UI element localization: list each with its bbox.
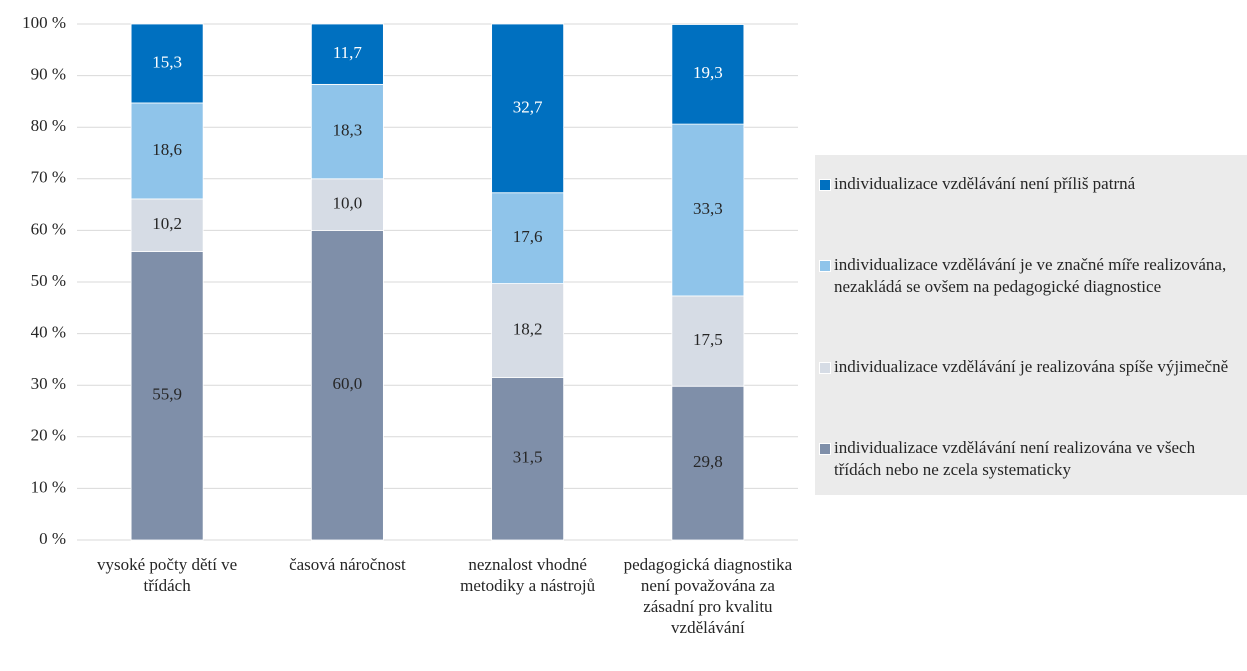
y-tick-label: 80 % (31, 116, 66, 135)
y-tick-label: 100 % (22, 13, 66, 32)
legend-label: individualizace vzdělávání je realizován… (834, 357, 1229, 377)
value-label: 10,2 (152, 214, 182, 233)
bar-segment (130, 102, 204, 200)
value-label: 29,8 (693, 452, 723, 471)
legend-swatch (819, 259, 831, 272)
x-tick-label: neznalost vhodné metodiky a nástrojů (460, 555, 596, 595)
bar-segment (491, 377, 565, 541)
bar-segment (310, 229, 384, 541)
bar-segment (671, 295, 745, 387)
value-label: 10,0 (333, 194, 363, 213)
bar-segment (491, 283, 565, 378)
value-label: 55,9 (152, 385, 182, 404)
value-label: 19,3 (693, 63, 723, 82)
y-tick-label: 60 % (31, 219, 66, 238)
value-label: 60,0 (333, 374, 363, 393)
bar-segment (130, 251, 204, 541)
bar-segment (671, 24, 745, 125)
value-label: 17,5 (693, 330, 723, 349)
legend-label: individualizace vzdělávání je ve značné … (834, 254, 1227, 296)
legend-swatch (819, 442, 831, 455)
legend-label: individualizace vzdělávání není realizov… (834, 437, 1196, 479)
x-tick-label: pedagogická diagnostika není považována … (623, 555, 793, 637)
legend-item: individualizace vzdělávání je realizován… (819, 356, 1241, 378)
y-tick-label: 30 % (31, 374, 66, 393)
value-label: 17,6 (513, 227, 543, 246)
bar-segment (130, 23, 204, 104)
legend: individualizace vzdělávání není příliš p… (815, 155, 1247, 495)
bar-segment (130, 198, 204, 252)
bar-segment (671, 385, 745, 541)
y-tick-label: 90 % (31, 65, 66, 84)
value-label: 18,2 (513, 319, 543, 338)
legend-label: individualizace vzdělávání není příliš p… (834, 174, 1136, 193)
bar-segment (671, 123, 745, 297)
y-tick-label: 70 % (31, 168, 66, 187)
value-label: 33,3 (693, 199, 723, 218)
y-tick-label: 10 % (31, 477, 66, 496)
y-tick-label: 50 % (31, 271, 66, 290)
y-tick-label: 40 % (31, 323, 66, 342)
value-label: 32,7 (513, 97, 543, 116)
bar-segment (491, 23, 565, 194)
legend-swatch (819, 362, 831, 375)
value-label: 31,5 (513, 448, 543, 467)
legend-item: individualizace vzdělávání není realizov… (819, 437, 1241, 481)
bar-segment (491, 192, 565, 284)
bar-segment (310, 23, 384, 85)
bar-segment (310, 83, 384, 180)
legend-item: individualizace vzdělávání je ve značné … (819, 254, 1241, 298)
value-label: 11,7 (333, 43, 363, 62)
value-label: 18,3 (333, 120, 363, 139)
y-tick-label: 0 % (39, 529, 66, 548)
y-tick-label: 20 % (31, 426, 66, 445)
x-tick-label: časová náročnost (289, 555, 406, 574)
legend-item: individualizace vzdělávání není příliš p… (819, 173, 1241, 195)
legend-swatch (819, 179, 831, 191)
value-label: 18,6 (152, 140, 182, 159)
value-label: 15,3 (152, 52, 182, 71)
bar-segment (310, 178, 384, 231)
x-tick-label: vysoké počty dětí ve třídách (97, 555, 238, 595)
